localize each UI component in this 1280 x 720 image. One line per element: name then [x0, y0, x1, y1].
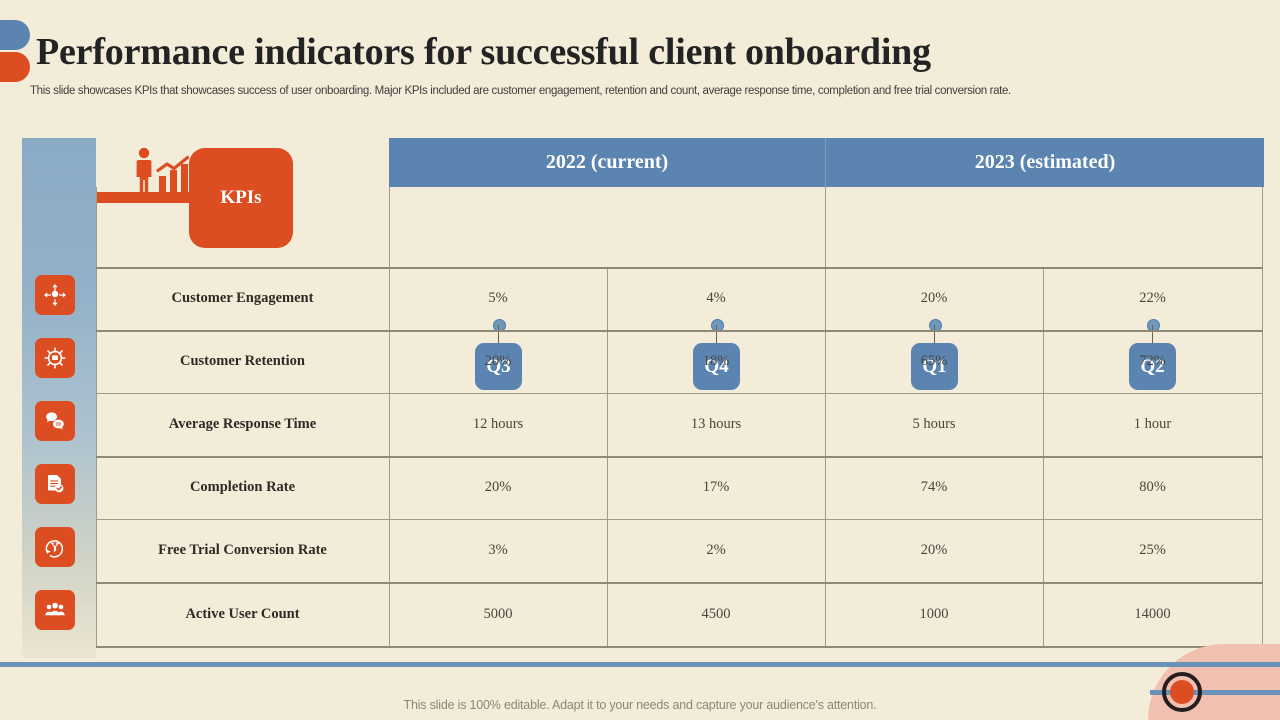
quarter-badge-label: Q1 — [922, 355, 947, 377]
table-row-metric-label: Customer Retention — [180, 353, 305, 369]
table-cell: 4500 — [701, 605, 731, 622]
table-cell: 20% — [484, 353, 512, 369]
column-group-header-2023: 2023 (estimated) — [825, 138, 1264, 187]
table-cell: 25% — [1139, 542, 1166, 558]
table-row-metric-label: Customer Engagement — [171, 290, 314, 306]
row-divider-2 — [96, 393, 1263, 394]
retention-target-icon — [43, 346, 67, 370]
column-group-label: 2023 (estimated) — [974, 151, 1116, 173]
table-cell: 18% — [702, 353, 730, 369]
footer-note: This slide is 100% editable. Adapt it to… — [403, 698, 877, 712]
sidebar-item-customer-engagement[interactable] — [35, 275, 75, 315]
footer-dot-decoration — [1170, 680, 1194, 704]
footer-divider-line — [0, 662, 1280, 667]
footer-ring-decoration — [1162, 672, 1202, 712]
sidebar-item-free-trial-conversion-rate[interactable] — [35, 527, 75, 567]
table-cell: 74% — [920, 479, 948, 495]
table-cell: 5% — [488, 290, 508, 306]
users-group-icon — [43, 598, 67, 622]
row-divider-6 — [96, 646, 1263, 648]
kpi-title-box: KPIs — [189, 148, 293, 248]
quarter-pin-stem-q1 — [934, 325, 935, 347]
response-chat-icon — [43, 409, 67, 433]
table-cell: 17% — [702, 479, 730, 495]
sidebar-gradient-strip — [22, 138, 96, 658]
sidebar-item-completion-rate[interactable] — [35, 464, 75, 504]
column-group-header-2022: 2022 (current) — [389, 138, 825, 187]
table-cell: 1000 — [919, 605, 949, 622]
table-row-metric-label: Free Trial Conversion Rate — [158, 542, 327, 558]
column-divider-1 — [389, 187, 390, 648]
quarter-pin-stem-q4 — [716, 325, 717, 347]
sidebar-item-active-user-count[interactable] — [35, 590, 75, 630]
row-divider-1 — [96, 330, 1263, 332]
kpi-title-label: KPIs — [220, 187, 262, 208]
column-group-label: 2022 (current) — [545, 151, 669, 173]
table-cell: 4% — [706, 290, 726, 306]
row-divider-3 — [96, 456, 1263, 458]
table-cell: 14000 — [1134, 605, 1171, 622]
quarter-badge-label: Q2 — [1140, 355, 1165, 377]
table-grid-lines — [96, 138, 1263, 648]
column-divider-0 — [96, 187, 97, 648]
quarter-pin-stem-q2 — [1152, 325, 1153, 347]
kpi-table: 2022 (current) 2023 (estimated) Q3 Q4 Q1… — [96, 138, 1264, 648]
row-divider-5 — [96, 582, 1263, 584]
quarter-pin-stem-q3 — [498, 325, 499, 347]
column-divider-3 — [825, 187, 826, 648]
decoration-half-circle-orange — [0, 52, 30, 82]
page-subtitle: This slide showcases KPIs that showcases… — [30, 85, 1011, 97]
table-cell: 2% — [706, 542, 726, 558]
table-cell: 3% — [488, 542, 508, 558]
quarter-badge-q3[interactable]: Q3 — [475, 343, 522, 390]
table-cell: 22% — [1139, 290, 1166, 306]
sidebar-item-customer-retention[interactable] — [35, 338, 75, 378]
kpi-connector-bar — [96, 192, 246, 203]
decoration-half-circle-blue — [0, 20, 30, 50]
table-cell: 20% — [920, 290, 948, 306]
quarter-badge-label: Q4 — [704, 355, 729, 377]
page-title: Performance indicators for successful cl… — [36, 31, 931, 73]
conversion-funnel-icon — [43, 535, 67, 559]
table-cell: 65% — [920, 353, 948, 369]
table-cell: 13 hours — [690, 416, 742, 432]
quarter-badge-q4[interactable]: Q4 — [693, 343, 740, 390]
sidebar-icon-list — [35, 275, 83, 653]
quarter-badge-q2[interactable]: Q2 — [1129, 343, 1176, 390]
top-left-decoration — [0, 20, 30, 84]
footer-accent-line — [1150, 690, 1280, 695]
sidebar-item-average-response-time[interactable] — [35, 401, 75, 441]
row-divider-4 — [96, 519, 1263, 520]
table-cell: 12 hours — [472, 416, 524, 432]
table-cell: 20% — [484, 479, 512, 495]
table-cell: 5 hours — [912, 416, 956, 432]
document-check-icon — [43, 472, 67, 496]
table-cell: 20% — [920, 542, 948, 558]
row-divider-0 — [96, 267, 1263, 269]
table-row-metric-label: Completion Rate — [189, 479, 296, 495]
table-row-metric-label: Active User Count — [185, 605, 300, 622]
engagement-network-icon — [43, 283, 67, 307]
column-divider-5 — [1262, 187, 1263, 648]
table-cell: 5000 — [483, 605, 513, 622]
table-cell: 1 hour — [1133, 416, 1172, 432]
quarter-badge-label: Q3 — [486, 355, 511, 377]
quarter-badge-q1[interactable]: Q1 — [911, 343, 958, 390]
table-row-metric-label: Average Response Time — [168, 416, 317, 432]
table-cell: 72% — [1139, 353, 1166, 369]
table-cell: 80% — [1139, 479, 1166, 495]
